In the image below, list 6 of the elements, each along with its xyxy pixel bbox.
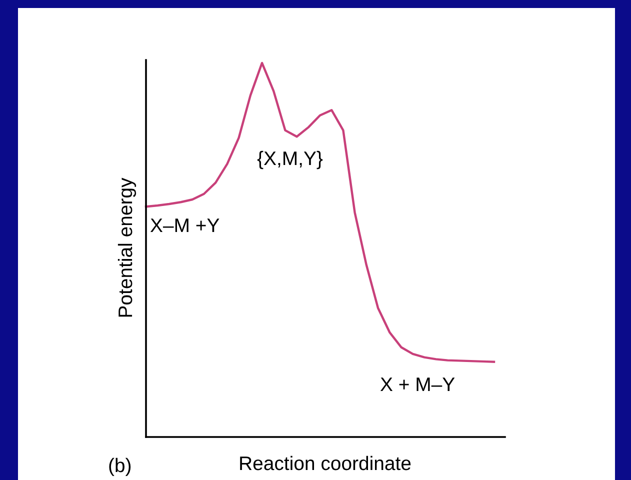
text: (b) — [109, 458, 131, 476]
annotation: X–M +Y — [150, 218, 220, 232]
annotation: {X,M,Y} — [257, 150, 323, 170]
x-axis-title: Reaction coordinate — [240, 456, 411, 470]
y-axis-title: Potential energy — [118, 178, 136, 317]
annotation: X + M–Y — [380, 378, 455, 392]
